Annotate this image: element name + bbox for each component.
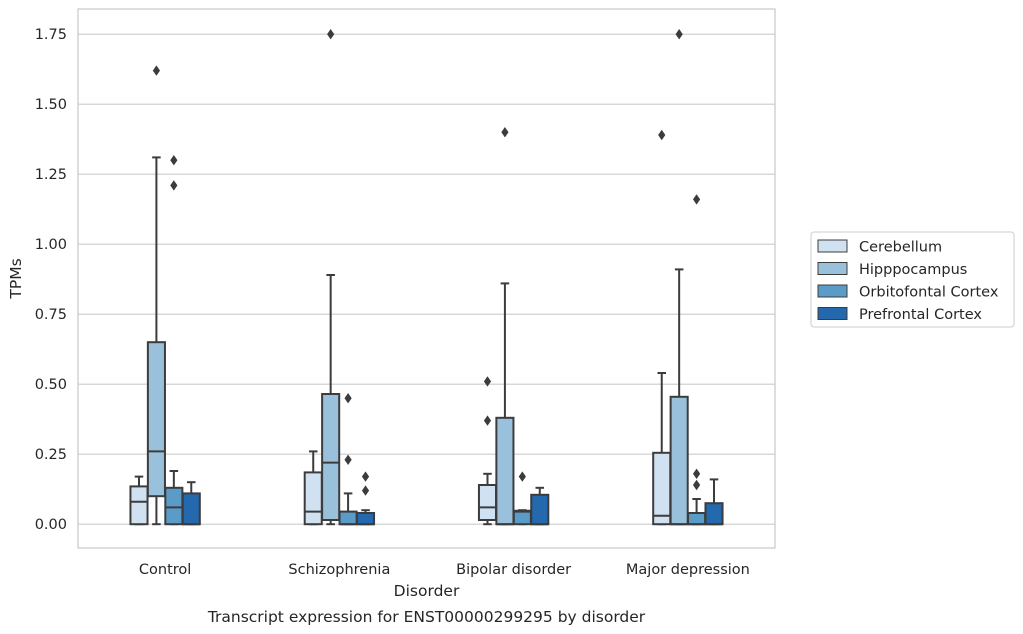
series-orbitofontal-cortex bbox=[164, 155, 707, 526]
box-iqr bbox=[495, 416, 515, 526]
y-tick-label: 0.50 bbox=[35, 377, 67, 393]
y-axis-ticks: 0.00 0.25 0.50 0.75 1.00 1.25 1.50 1.75 bbox=[35, 27, 67, 533]
outlier-point bbox=[675, 29, 683, 40]
outlier-point bbox=[692, 479, 701, 491]
x-axis-label: Disorder bbox=[394, 582, 460, 600]
x-tick-label: Schizophrenia bbox=[288, 562, 390, 578]
box-iqr bbox=[129, 485, 149, 526]
box-iqr bbox=[303, 471, 323, 526]
grid-lines bbox=[78, 33, 775, 525]
outlier-point bbox=[518, 471, 526, 482]
outlier-point bbox=[692, 468, 701, 479]
legend-frame bbox=[810, 231, 1015, 328]
box bbox=[355, 471, 376, 526]
outlier-point bbox=[170, 180, 178, 191]
legend-label: Hipppocampus bbox=[859, 262, 967, 278]
legend-swatch bbox=[817, 239, 848, 253]
y-tick-label: 1.75 bbox=[35, 27, 67, 43]
outlier-point bbox=[170, 155, 178, 166]
x-tick-label: Bipolar disorder bbox=[456, 562, 571, 578]
box bbox=[181, 481, 201, 526]
x-axis-ticks: Control Schizophrenia Bipolar disorder Majo… bbox=[139, 562, 750, 578]
outlier-point bbox=[483, 415, 492, 426]
box bbox=[530, 486, 550, 526]
x-tick-label: Major depression bbox=[626, 562, 750, 578]
outlier-point bbox=[152, 65, 161, 76]
box-iqr bbox=[704, 502, 724, 526]
box-iqr bbox=[355, 512, 376, 526]
series-hipppocampus bbox=[146, 29, 689, 526]
y-tick-label: 0.75 bbox=[35, 307, 67, 323]
box bbox=[338, 393, 358, 526]
x-tick-label: Control bbox=[139, 562, 191, 578]
box bbox=[704, 478, 724, 526]
series-prefrontal-cortex bbox=[181, 471, 724, 526]
box bbox=[687, 194, 707, 526]
outlier-point bbox=[658, 129, 666, 141]
box-iqr bbox=[687, 512, 707, 526]
legend-swatch bbox=[817, 307, 848, 320]
y-tick-label: 1.00 bbox=[35, 237, 67, 253]
outlier-point bbox=[344, 393, 352, 404]
outlier-point bbox=[344, 454, 352, 465]
box bbox=[146, 65, 166, 526]
y-tick-label: 1.25 bbox=[35, 167, 67, 183]
box bbox=[495, 127, 515, 526]
legend-item: Orbitofontal Cortex bbox=[817, 284, 999, 301]
legend-label: Cerebellum bbox=[859, 240, 942, 256]
box-iqr bbox=[321, 393, 341, 521]
y-axis-label: TPMs bbox=[7, 258, 25, 299]
legend-label: Orbitofontal Cortex bbox=[859, 285, 999, 301]
outlier-point bbox=[361, 471, 370, 482]
box bbox=[164, 155, 184, 526]
box-iqr bbox=[338, 510, 358, 526]
box-iqr bbox=[652, 451, 672, 526]
box-iqr bbox=[164, 486, 184, 526]
box bbox=[477, 376, 498, 526]
legend-label: Prefrontal Cortex bbox=[859, 307, 982, 323]
outlier-point bbox=[327, 29, 335, 40]
box bbox=[303, 450, 323, 526]
y-tick-label: 0.25 bbox=[35, 447, 67, 463]
box-iqr bbox=[669, 395, 689, 526]
y-tick-label: 1.50 bbox=[35, 97, 67, 113]
legend-item: Prefrontal Cortex bbox=[817, 307, 982, 323]
box-iqr bbox=[530, 493, 550, 526]
box bbox=[129, 475, 149, 526]
legend-item: Cerebellum bbox=[817, 239, 942, 256]
figure-caption: Transcript expression for ENST0000029929… bbox=[207, 608, 646, 626]
legend-swatch bbox=[817, 284, 848, 298]
box-iqr bbox=[512, 509, 532, 526]
box bbox=[321, 29, 341, 526]
box-iqr bbox=[181, 492, 201, 526]
outlier-point bbox=[361, 485, 370, 496]
legend-item: Hipppocampus bbox=[817, 262, 967, 278]
y-tick-label: 0.00 bbox=[35, 517, 67, 533]
box bbox=[512, 471, 532, 526]
box-iqr bbox=[146, 341, 166, 498]
outlier-point bbox=[692, 194, 701, 205]
box-plot-series bbox=[129, 29, 724, 526]
legend-swatch bbox=[817, 262, 848, 275]
outlier-point bbox=[483, 376, 492, 387]
box bbox=[669, 29, 689, 526]
outlier-point bbox=[501, 127, 509, 138]
legend: Cerebellum Hipppocampus Orbitofontal Corte… bbox=[810, 231, 1015, 328]
series-cerebellum bbox=[129, 129, 672, 526]
box bbox=[652, 129, 672, 526]
box-iqr bbox=[477, 484, 498, 521]
plot-area-frame bbox=[77, 8, 776, 549]
